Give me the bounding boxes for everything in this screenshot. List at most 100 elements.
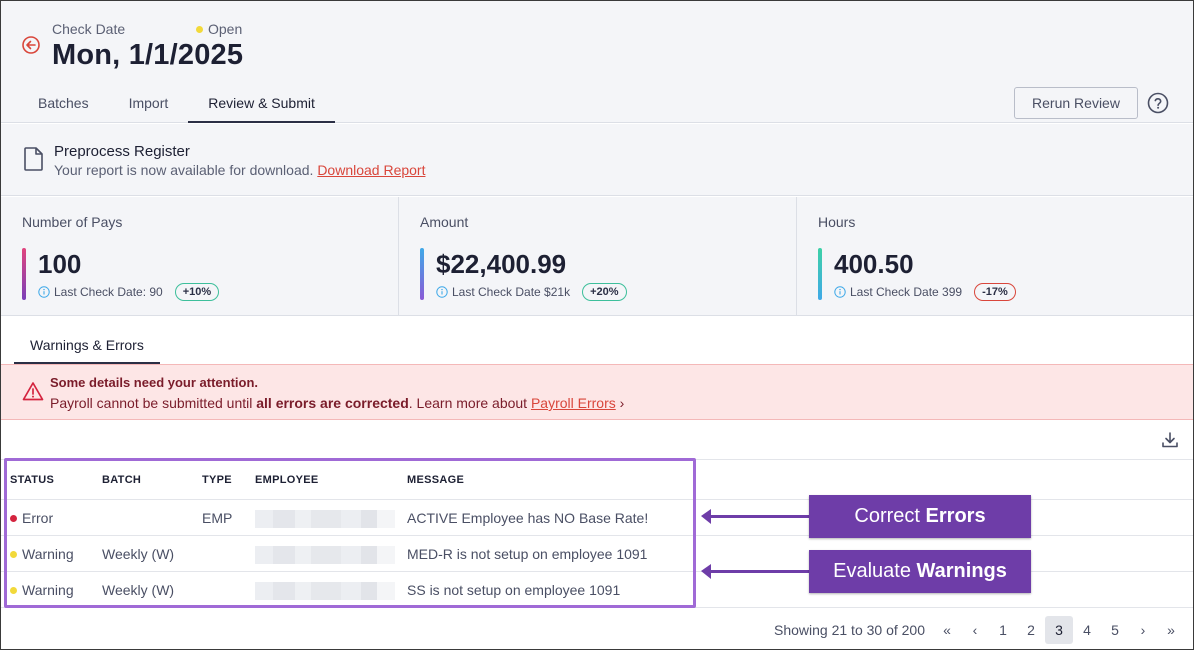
- stat-sub-text: Last Check Date $21k: [452, 285, 571, 299]
- preprocess-subtitle: Your report is now available for downloa…: [54, 162, 425, 178]
- employee-redacted: [255, 582, 395, 600]
- question-circle-icon[interactable]: [1147, 92, 1169, 114]
- preprocess-subtitle-text: Your report is now available for downloa…: [54, 162, 314, 178]
- stat-comparison: Last Check Date: 90 +10%: [38, 283, 220, 301]
- stat-accent-bar: [818, 248, 822, 300]
- payroll-errors-link[interactable]: Payroll Errors: [530, 395, 616, 411]
- evaluate-warnings-callout: Evaluate Warnings: [809, 550, 1031, 593]
- message-cell: SS is not setup on employee 1091: [407, 582, 621, 598]
- stat-label: Hours: [818, 214, 856, 230]
- prev-page-icon[interactable]: ‹: [972, 622, 978, 638]
- file-icon: [24, 147, 43, 171]
- preprocess-title: Preprocess Register: [54, 143, 190, 160]
- stat-value: 100: [38, 249, 82, 279]
- warning-dot-icon: [10, 586, 17, 594]
- next-page-icon[interactable]: ›: [1140, 622, 1146, 638]
- warning-dot-icon: [10, 550, 17, 558]
- tab-batches[interactable]: Batches: [38, 95, 89, 111]
- tab-review-submit[interactable]: Review & Submit: [188, 85, 335, 123]
- first-page-icon[interactable]: «: [943, 622, 951, 638]
- column-header-message[interactable]: MESSAGE: [407, 474, 465, 486]
- check-date-label: Check Date: [52, 21, 126, 37]
- stat-value: $22,400.99: [436, 249, 567, 279]
- column-header-status[interactable]: STATUS: [10, 474, 55, 486]
- stat-label: Number of Pays: [22, 214, 123, 230]
- last-page-icon[interactable]: »: [1167, 622, 1175, 638]
- change-badge: +10%: [174, 283, 220, 301]
- chevron-right-icon: ›: [619, 395, 625, 411]
- stat-accent-bar: [22, 248, 26, 300]
- page-button[interactable]: 4: [1083, 622, 1091, 638]
- table-row[interactable]: Error EMP ACTIVE Employee has NO Base Ra…: [1, 500, 1193, 536]
- batch-cell: Weekly (W): [102, 546, 175, 562]
- change-badge: +20%: [582, 283, 627, 301]
- column-header-employee[interactable]: EMPLOYEE: [255, 474, 319, 486]
- stat-amount: Amount $22,400.99 Last Check Date $21k +…: [399, 197, 797, 315]
- arrow-left-circle-icon[interactable]: [21, 35, 41, 55]
- message-cell: ACTIVE Employee has NO Base Rate!: [407, 510, 649, 526]
- warning-triangle-icon: [22, 382, 44, 401]
- employee-redacted: [255, 510, 395, 528]
- page-button[interactable]: 5: [1111, 622, 1119, 638]
- status-cell: Warning: [10, 536, 74, 572]
- column-header-type[interactable]: TYPE: [202, 474, 232, 486]
- table-toolbar: [1, 421, 1193, 460]
- tab-warnings-errors[interactable]: Warnings & Errors: [14, 329, 160, 364]
- table-row[interactable]: Warning Weekly (W) MED-R is not setup on…: [1, 536, 1193, 572]
- alert-body-bold: all errors are corrected: [256, 395, 409, 411]
- alert-body-pre: Payroll cannot be submitted until: [50, 395, 257, 411]
- callout-bold: Warnings: [916, 560, 1007, 582]
- callout-bold: Errors: [925, 505, 986, 527]
- info-icon: [38, 286, 50, 298]
- stat-hours: Hours 400.50 Last Check Date 399 -17%: [797, 197, 1193, 315]
- error-alert-banner: Some details need your attention. Payrol…: [1, 364, 1193, 420]
- page-button-current[interactable]: 3: [1045, 616, 1074, 644]
- callout-text: Correct: [854, 505, 926, 527]
- status-text: Open: [208, 21, 243, 37]
- status-dot-icon: [196, 25, 203, 33]
- status-text: Warning: [22, 582, 74, 598]
- pagination-summary: Showing 21 to 30 of 200: [774, 622, 926, 638]
- preprocess-register-panel: Preprocess Register Your report is now a…: [1, 124, 1193, 196]
- stat-value: 400.50: [834, 249, 914, 279]
- alert-body: Payroll cannot be submitted until all er…: [50, 395, 624, 411]
- download-icon[interactable]: [1160, 430, 1180, 450]
- status-cell: Warning: [10, 572, 74, 608]
- column-header-batch[interactable]: BATCH: [102, 474, 142, 486]
- status-text: Error: [22, 510, 54, 526]
- message-cell: MED-R is not setup on employee 1091: [407, 546, 648, 562]
- download-report-link[interactable]: Download Report: [317, 162, 426, 178]
- info-icon: [834, 286, 846, 298]
- callout-text: Evaluate: [833, 560, 917, 582]
- stat-comparison: Last Check Date 399 -17%: [834, 283, 1016, 301]
- type-cell: EMP: [202, 510, 233, 526]
- status-cell: Error: [10, 500, 53, 536]
- stat-accent-bar: [420, 248, 424, 300]
- stat-sub-text: Last Check Date: 90: [54, 285, 163, 299]
- rerun-review-button[interactable]: Rerun Review: [1014, 87, 1138, 119]
- page-header: Check Date Open Mon, 1/1/2025 Batches Im…: [1, 1, 1193, 123]
- callout-arrow: [701, 564, 811, 579]
- employee-redacted: [255, 546, 395, 564]
- error-dot-icon: [10, 514, 17, 522]
- batch-cell: Weekly (W): [102, 582, 175, 598]
- stats-row: Number of Pays 100 Last Check Date: 90 +…: [1, 197, 1193, 316]
- callout-arrow: [701, 509, 811, 524]
- info-icon: [436, 286, 448, 298]
- stat-sub-text: Last Check Date 399: [850, 285, 963, 299]
- stat-label: Amount: [420, 214, 469, 230]
- page-title: Mon, 1/1/2025: [52, 39, 244, 71]
- table-row[interactable]: Warning Weekly (W) SS is not setup on em…: [1, 572, 1193, 608]
- pagination: Showing 21 to 30 of 200 « ‹ 1 2 3 4 5 › …: [774, 616, 1185, 644]
- tab-import[interactable]: Import: [128, 95, 169, 111]
- stat-number-of-pays: Number of Pays 100 Last Check Date: 90 +…: [1, 197, 399, 315]
- warnings-errors-table: STATUS BATCH TYPE EMPLOYEE MESSAGE Error…: [1, 461, 1193, 608]
- page-button[interactable]: 2: [1027, 622, 1035, 638]
- page-button[interactable]: 1: [999, 622, 1007, 638]
- alert-title: Some details need your attention.: [50, 375, 259, 390]
- status-text: Warning: [22, 546, 74, 562]
- tab-bar: Batches Import Review & Submit: [18, 85, 335, 123]
- alert-body-post: . Learn more about: [408, 395, 531, 411]
- change-badge: -17%: [974, 283, 1016, 301]
